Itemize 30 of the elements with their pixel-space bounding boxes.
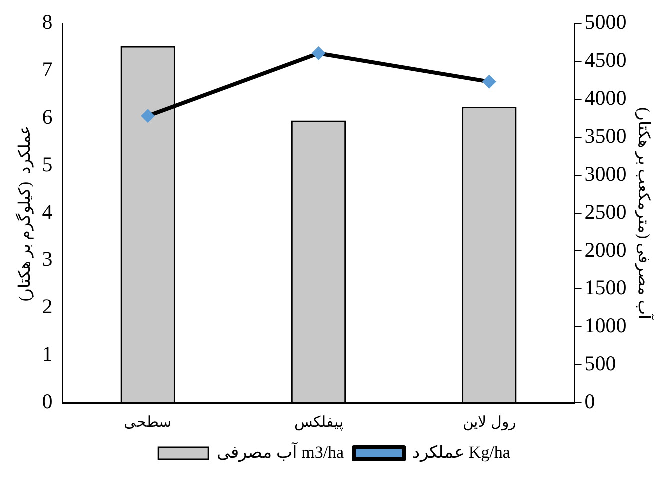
x-tick-label: رول لاین: [463, 414, 516, 431]
y2-tick-label: 4000: [584, 86, 627, 110]
y2-tick-label: 0: [584, 390, 596, 414]
y-tick-label: 0: [42, 390, 53, 414]
y2-tick-label: 500: [584, 352, 616, 376]
y-tick-label: 3: [42, 247, 53, 272]
legend-label: عملکرد Kg/ha: [412, 442, 511, 463]
legend-label: آب مصرفی m3/ha: [217, 440, 345, 463]
y2-tick-label: 2000: [584, 238, 627, 262]
y2-tick-label: 2500: [584, 200, 627, 224]
y2-tick-label: 3500: [584, 124, 627, 148]
point: [312, 46, 326, 60]
y2-tick-label: 1500: [584, 276, 627, 300]
y-tick-label: 4: [42, 200, 54, 224]
point: [482, 74, 496, 89]
y-axis-title: عملکرد (کیلوگرم بر هکتار): [14, 124, 34, 302]
y-tick-label: 8: [42, 10, 53, 34]
y-tick-label: 6: [42, 104, 53, 129]
x-tick-label: سطحی: [124, 414, 172, 431]
y-tick-label: 7: [42, 58, 53, 82]
y-tick-label: 1: [42, 342, 53, 366]
y2-axis-title: آب مصرفی (مترمکعب بر هکتار): [635, 107, 656, 322]
y2-tick-label: 5000: [584, 10, 627, 34]
y-tick-label: 2: [42, 294, 53, 319]
x-tick-label: پیفلکس: [294, 414, 344, 431]
y2-tick-label: 4500: [584, 48, 627, 72]
y2-tick-label: 3000: [584, 162, 627, 186]
y-tick-label: 5: [42, 152, 53, 176]
y2-tick-label: 1000: [584, 314, 627, 338]
point: [141, 109, 156, 124]
